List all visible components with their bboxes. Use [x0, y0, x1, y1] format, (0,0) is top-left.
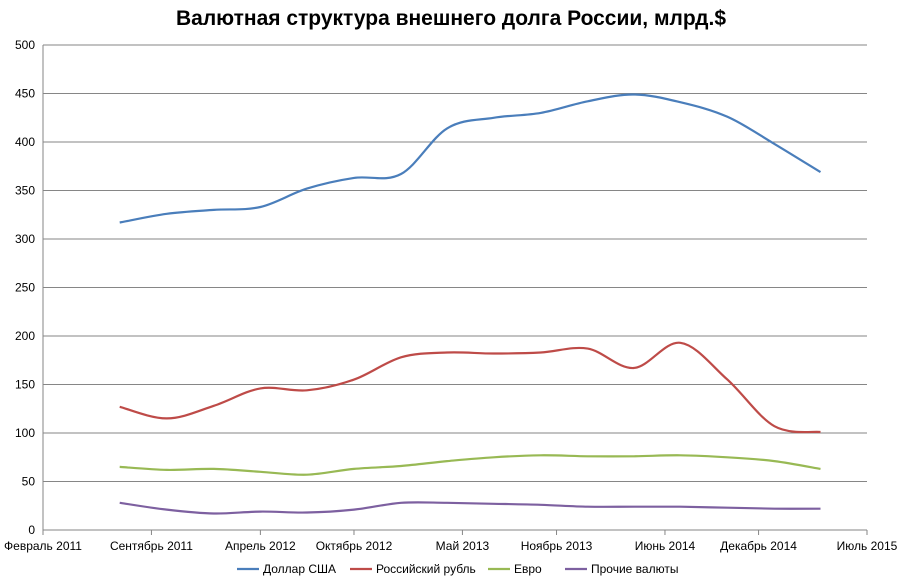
series-line-3 — [119, 454, 821, 476]
y-tick-label: 100 — [15, 426, 35, 440]
x-tick-label: Июль 2015 — [837, 539, 898, 553]
x-tick-label: Май 2013 — [436, 539, 490, 553]
y-tick-label: 250 — [15, 281, 35, 295]
y-tick-label: 50 — [22, 475, 36, 489]
legend-label: Евро — [514, 562, 542, 576]
y-tick-label: 200 — [15, 329, 35, 343]
y-tick-label: 300 — [15, 232, 35, 246]
x-tick-label: Февраль 2011 — [4, 539, 82, 553]
x-tick-label: Июнь 2014 — [635, 539, 696, 553]
legend-label: Российский рубль — [376, 562, 476, 576]
axes: 0 50 100 150 200 250 300 350 400 450 500 Февраль 20… — [4, 38, 898, 553]
x-tick-label: Апрель 2012 — [225, 539, 296, 553]
gridlines — [43, 44, 867, 482]
legend-label: Прочие валюты — [591, 562, 678, 576]
y-tick-label: 150 — [15, 378, 35, 392]
y-tick-label: 400 — [15, 135, 35, 149]
y-tick-label: 500 — [15, 38, 35, 52]
y-tick-label: 450 — [15, 87, 35, 101]
series-lines — [119, 93, 822, 515]
x-tick-label: Сентябрь 2011 — [110, 539, 193, 553]
y-tick-label: 350 — [15, 184, 35, 198]
x-tick-label: Ноябрь 2013 — [521, 539, 593, 553]
x-tick-label: Октябрь 2012 — [316, 539, 393, 553]
series-line-2 — [119, 341, 821, 434]
legend: Доллар США Российский рубль Евро Прочие вал… — [237, 562, 678, 576]
series-line-4 — [119, 501, 821, 515]
chart-title: Валютная структура внешнего долга России… — [176, 7, 726, 30]
x-tick-label: Декабрь 2014 — [720, 539, 797, 553]
y-tick-label: 0 — [28, 523, 35, 537]
legend-label: Доллар США — [263, 562, 336, 576]
series-line-1 — [119, 93, 822, 224]
